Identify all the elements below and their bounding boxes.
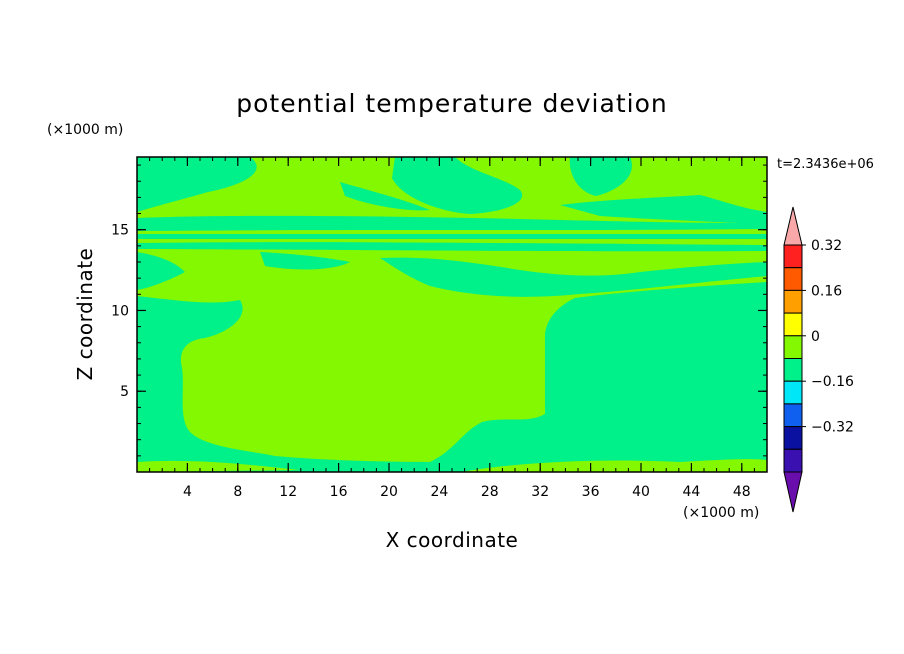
colorbar-label: −0.32 [811, 420, 854, 436]
x-tick-label: 28 [481, 484, 499, 500]
x-tick-label: 24 [430, 484, 448, 500]
x-tick-label: 48 [733, 484, 751, 500]
colorbar-swatch [783, 312, 803, 337]
contour-field [137, 157, 767, 472]
x-tick-label: 4 [183, 484, 192, 500]
time-label: t=2.3436e+06 [777, 157, 874, 172]
colorbar-swatch [783, 403, 803, 428]
colorbar-swatch [783, 244, 803, 269]
contour-region-left-zone [137, 252, 185, 290]
x-tick-label: 16 [330, 484, 348, 500]
x-axis: 4 8 12 16 20 24 28 32 36 40 44 48 [183, 157, 751, 500]
colorbar-swatch [783, 267, 803, 291]
contour-region-upper-mid [392, 157, 523, 214]
contour-region-upper-streak [340, 182, 430, 211]
colorbar-swatch [783, 448, 803, 473]
contour-region-band-lower [137, 242, 767, 252]
colorbar-swatch [783, 380, 803, 405]
colorbar-swatch [783, 289, 803, 314]
x-tick-label: 44 [682, 484, 700, 500]
x-tick-label: 36 [582, 484, 600, 500]
contour-region-wisps-right [560, 195, 767, 224]
contour-region-bottom-fringe-right [460, 459, 767, 472]
x-tick-label: 20 [380, 484, 398, 500]
colorbar-swatch [783, 426, 803, 450]
colorbar-label: 0.32 [811, 238, 842, 254]
y-axis: 5 10 15 [111, 223, 767, 400]
colorbar: 0.32 0.16 0 −0.16 −0.32 [783, 206, 854, 513]
colorbar-swatch [783, 358, 803, 382]
x-axis-label: X coordinate [386, 528, 519, 552]
contour-region-mid-layer [260, 252, 350, 270]
colorbar-arrow-top [783, 206, 803, 246]
y-tick-label: 15 [111, 223, 129, 239]
x-tick-label: 32 [531, 484, 549, 500]
x-tick-label: 40 [632, 484, 650, 500]
y-axis-label: Z coordinate [73, 248, 97, 381]
y-unit-label: (×1000 m) [47, 122, 123, 138]
colorbar-label: −0.16 [811, 374, 854, 390]
contour-region-center-layer [380, 257, 767, 297]
y-tick-label: 5 [120, 384, 129, 400]
colorbar-swatch [783, 335, 803, 359]
contour-region-band-top [137, 215, 767, 231]
contour-region-left-lower [137, 282, 767, 472]
x-tick-label: 12 [279, 484, 297, 500]
colorbar-arrow-bottom [783, 471, 803, 513]
y-tick-label: 10 [111, 303, 129, 319]
chart-title: potential temperature deviation [236, 89, 667, 118]
x-unit-label: (×1000 m) [683, 505, 759, 521]
x-tick-label: 8 [233, 484, 242, 500]
colorbar-label: 0.16 [811, 283, 842, 299]
contour-region-band-main [137, 234, 767, 239]
colorbar-label: 0 [811, 329, 820, 345]
contour-region-upper-left [137, 157, 257, 212]
contour-region-bottom-fringe [137, 460, 300, 472]
contour-region-upper-right [569, 157, 632, 196]
